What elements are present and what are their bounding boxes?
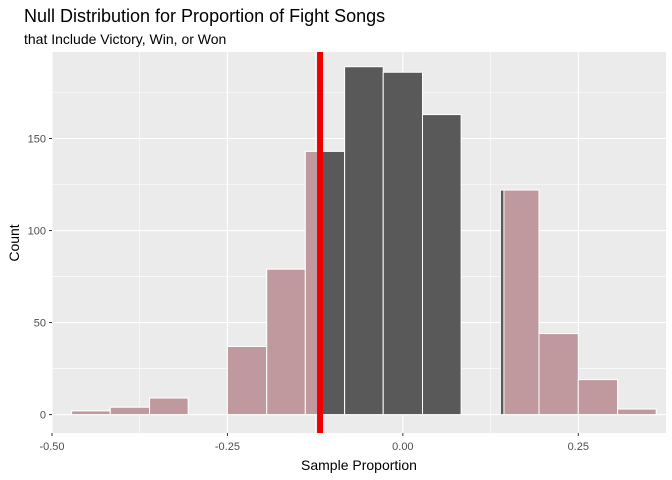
shaded-tail-bar bbox=[226, 345, 268, 416]
y-tick-label: 0 bbox=[40, 410, 46, 422]
chart-title: Null Distribution for Proportion of Figh… bbox=[24, 6, 385, 26]
y-axis-label: Count bbox=[6, 224, 22, 261]
y-tick-label: 100 bbox=[28, 226, 46, 238]
x-axis: -0.50 -0.25 0.00 0.25 bbox=[39, 433, 589, 453]
shaded-tail-bar bbox=[617, 408, 657, 416]
x-tick-label: -0.50 bbox=[39, 441, 64, 453]
shaded-tail-bar bbox=[71, 410, 111, 416]
shaded-tail-bar bbox=[577, 379, 619, 416]
histogram-bar bbox=[382, 71, 424, 416]
shaded-tail-bar bbox=[266, 268, 306, 416]
y-tick-label: 50 bbox=[34, 318, 46, 330]
y-tick-label: 150 bbox=[28, 134, 46, 146]
shaded-tail-bar bbox=[538, 333, 579, 416]
shaded-tail-bar bbox=[149, 397, 189, 416]
x-tick-label: 0.25 bbox=[568, 441, 589, 453]
y-axis: 0 50 100 150 bbox=[28, 134, 52, 422]
x-tick-label: 0.00 bbox=[392, 441, 413, 453]
x-tick-label: -0.25 bbox=[215, 441, 240, 453]
histogram-bar bbox=[422, 114, 462, 416]
x-axis-label: Sample Proportion bbox=[301, 457, 417, 473]
shaded-tail-bar bbox=[503, 189, 540, 416]
chart-subtitle: that Include Victory, Win, or Won bbox=[24, 31, 226, 47]
histogram-bar bbox=[344, 66, 384, 416]
shaded-regions bbox=[71, 150, 657, 416]
shaded-tail-bar bbox=[109, 406, 151, 416]
